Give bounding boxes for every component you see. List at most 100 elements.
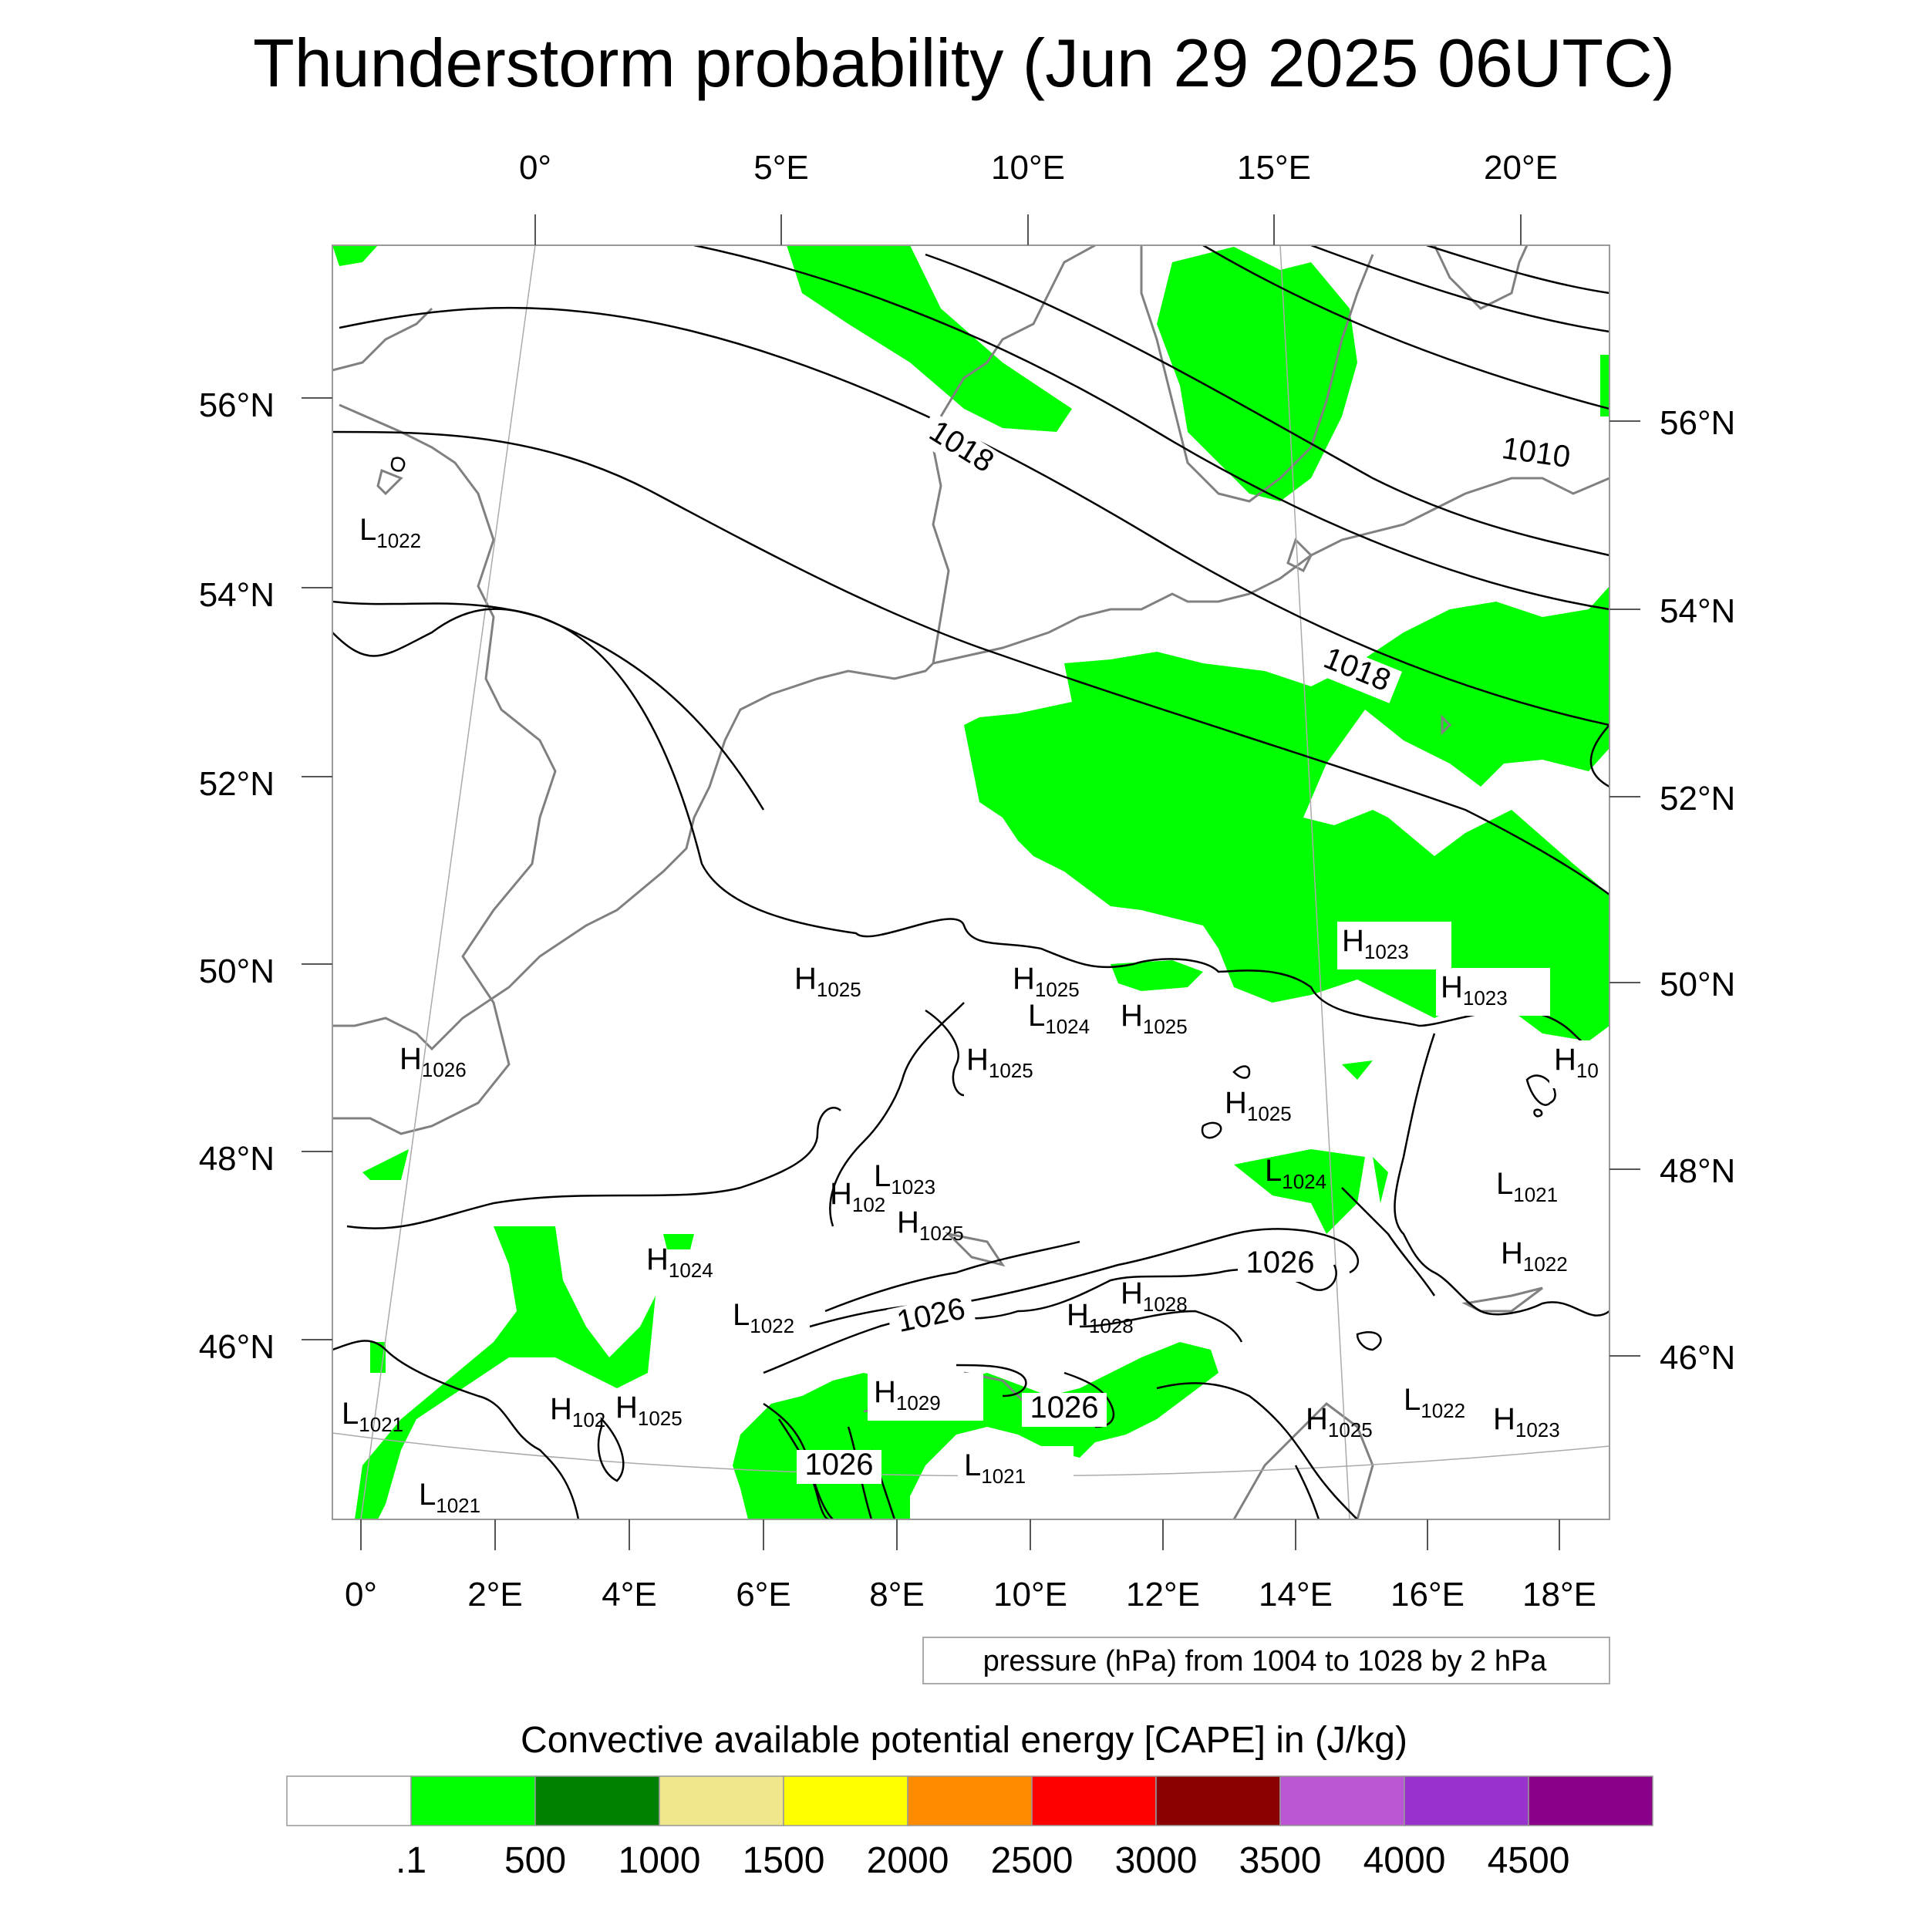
pressure-center-value: 1022 [750, 1314, 794, 1337]
legend-swatch [1031, 1775, 1157, 1826]
pressure-center-value: 1025 [817, 978, 861, 1001]
svg-text:H1026: H1026 [399, 1042, 467, 1081]
isobar-east [1394, 1033, 1609, 1317]
svg-text:L1023: L1023 [874, 1159, 935, 1199]
pressure-center-value: 1023 [1515, 1418, 1560, 1441]
map-title: Thunderstorm probability (Jun 29 2025 06… [253, 25, 1675, 101]
pressure-center-type: L [1496, 1167, 1513, 1201]
right-lat-label: 48°N [1660, 1152, 1735, 1190]
pressure-center-value: 102 [572, 1408, 605, 1431]
pressure-center-type: H [830, 1177, 852, 1211]
svg-text:H1028: H1028 [1121, 1276, 1188, 1316]
legend-title: Convective available potential energy [C… [521, 1720, 1407, 1761]
legend-tick-label: .1 [396, 1840, 426, 1881]
svg-text:H10: H10 [1554, 1043, 1599, 1082]
pressure-center-value: 1022 [1421, 1399, 1465, 1422]
isobar-1024-west [346, 1107, 841, 1229]
pressure-center-type: H [1013, 962, 1035, 996]
left-lat-label: 56°N [199, 386, 275, 424]
contour-label-1026-d: 1026 [805, 1448, 874, 1482]
pressure-center-value: 1024 [1045, 1015, 1090, 1038]
pressure-center-type: L [874, 1159, 891, 1193]
top-lon-label: 10°E [991, 149, 1065, 187]
pressure-center-type: H [1342, 924, 1364, 958]
legend-tick-label: 3000 [1115, 1840, 1198, 1881]
pressure-center-value: 1022 [376, 529, 421, 552]
legend-swatch [534, 1775, 660, 1826]
top-lon-label: 20°E [1484, 149, 1558, 187]
legend-swatch [286, 1775, 412, 1826]
right-lat-label: 54°N [1660, 592, 1735, 630]
legend-tick-label: 3500 [1239, 1840, 1322, 1881]
pressure-center-type: L [1028, 999, 1045, 1033]
isobar-1018-south [332, 430, 1609, 896]
bottom-lon-label: 10°E [993, 1576, 1067, 1613]
isobar-1010 [1426, 245, 1609, 295]
legend-swatch [1155, 1775, 1281, 1826]
pressure-center-value: 1024 [669, 1259, 713, 1282]
pressure-center-type: H [1306, 1402, 1328, 1436]
pressure-center-type: H [1225, 1086, 1247, 1120]
pressure-center-type: H [1121, 1276, 1143, 1310]
cape-region-southwest [355, 1226, 656, 1519]
pressure-center-value: 102 [852, 1193, 885, 1216]
svg-text:H1022: H1022 [1501, 1236, 1568, 1276]
svg-text:H1025: H1025 [794, 962, 861, 1001]
bottom-lon-label: 8°E [869, 1576, 924, 1613]
cape-legend: Convective available potential energy [C… [286, 1720, 1653, 1881]
pressure-center-type: L [419, 1478, 436, 1512]
legend-tick-label: 1000 [619, 1840, 701, 1881]
pressure-center-value: 1023 [1364, 940, 1409, 963]
left-lat-label: 52°N [199, 765, 275, 803]
isobar-1020 [332, 608, 541, 657]
right-lat-axis [1609, 420, 1640, 1357]
pressure-center-value: 1029 [896, 1391, 941, 1414]
coastline-adriatic [1232, 1402, 1374, 1519]
coastline-layer [332, 245, 1609, 1519]
legend-swatch [659, 1775, 784, 1826]
svg-text:L1021: L1021 [964, 1448, 1026, 1488]
isobar-1022 [539, 615, 1609, 1066]
left-lat-label: 46°N [199, 1328, 275, 1366]
pressure-center-type: L [733, 1298, 750, 1332]
pressure-center-value: 1023 [891, 1175, 935, 1199]
pressure-center-value: 1021 [981, 1465, 1026, 1488]
svg-text:H1024: H1024 [646, 1242, 713, 1282]
left-lat-label: 50°N [199, 953, 275, 990]
contour-label-1026-b: 1026 [894, 1292, 968, 1340]
svg-text:L1021: L1021 [1496, 1167, 1558, 1206]
pressure-center-type: L [1404, 1383, 1421, 1417]
pressure-center-value: 1023 [1463, 986, 1508, 1010]
pressure-center-type: H [615, 1391, 638, 1425]
top-lon-label: 0° [519, 149, 551, 187]
pressure-center-type: H [874, 1375, 896, 1409]
legend-tick-label: 1500 [743, 1840, 825, 1881]
svg-text:H1025: H1025 [897, 1205, 964, 1245]
top-lon-label: 15°E [1237, 149, 1311, 187]
bottom-lon-label: 0° [345, 1576, 377, 1613]
pressure-center-value: 1021 [436, 1494, 480, 1517]
coastline-denmark [932, 245, 1096, 664]
pressure-center-value: 1025 [1035, 978, 1080, 1001]
pressure-center-value: 1028 [1089, 1314, 1134, 1337]
top-lon-label: 5°E [753, 149, 808, 187]
svg-text:H1025: H1025 [615, 1391, 683, 1430]
pressure-center-value: 10 [1576, 1059, 1599, 1082]
pressure-center-type: H [399, 1042, 422, 1076]
legend-swatch [1404, 1775, 1529, 1826]
bottom-lon-label: 16°E [1390, 1576, 1465, 1613]
legend-tick-label: 500 [504, 1840, 566, 1881]
contour-label-1026-a: 1026 [1246, 1246, 1315, 1280]
pressure-center-value: 1021 [1513, 1183, 1558, 1206]
left-lat-axis [302, 397, 332, 1340]
pressure-center-type: H [1067, 1298, 1089, 1332]
map-frame [332, 244, 1610, 1520]
pressure-center-type: H [1441, 970, 1463, 1004]
bottom-lon-label: 2°E [467, 1576, 522, 1613]
contour-label-1026-c: 1026 [1030, 1391, 1099, 1425]
svg-text:H1023: H1023 [1493, 1402, 1560, 1441]
right-lat-label: 50°N [1660, 966, 1735, 1003]
right-lat-label: 46°N [1660, 1339, 1735, 1377]
left-lat-label: 48°N [199, 1140, 275, 1178]
legend-swatch [907, 1775, 1033, 1826]
